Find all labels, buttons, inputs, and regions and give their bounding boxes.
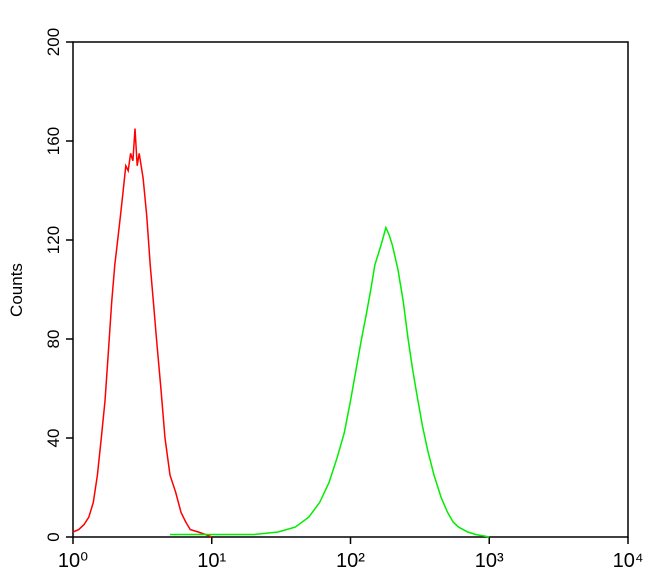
y-tick-label: 200 xyxy=(44,28,63,56)
x-tick-label: 10⁰ xyxy=(58,550,88,572)
x-tick-label: 10² xyxy=(336,550,365,572)
y-tick-label: 80 xyxy=(44,330,63,349)
y-tick-label: 0 xyxy=(44,532,63,541)
series-line xyxy=(72,128,213,538)
series-line xyxy=(170,225,490,538)
plot-frame xyxy=(72,41,629,538)
x-tick-label: 10¹ xyxy=(197,550,226,572)
y-tick-label: 40 xyxy=(44,429,63,448)
y-tick-label: 160 xyxy=(44,127,63,155)
x-tick-label: 10³ xyxy=(475,550,504,572)
y-axis-label: Counts xyxy=(7,263,26,317)
x-tick-label: 10⁴ xyxy=(613,550,644,572)
y-tick-label: 120 xyxy=(44,226,63,254)
